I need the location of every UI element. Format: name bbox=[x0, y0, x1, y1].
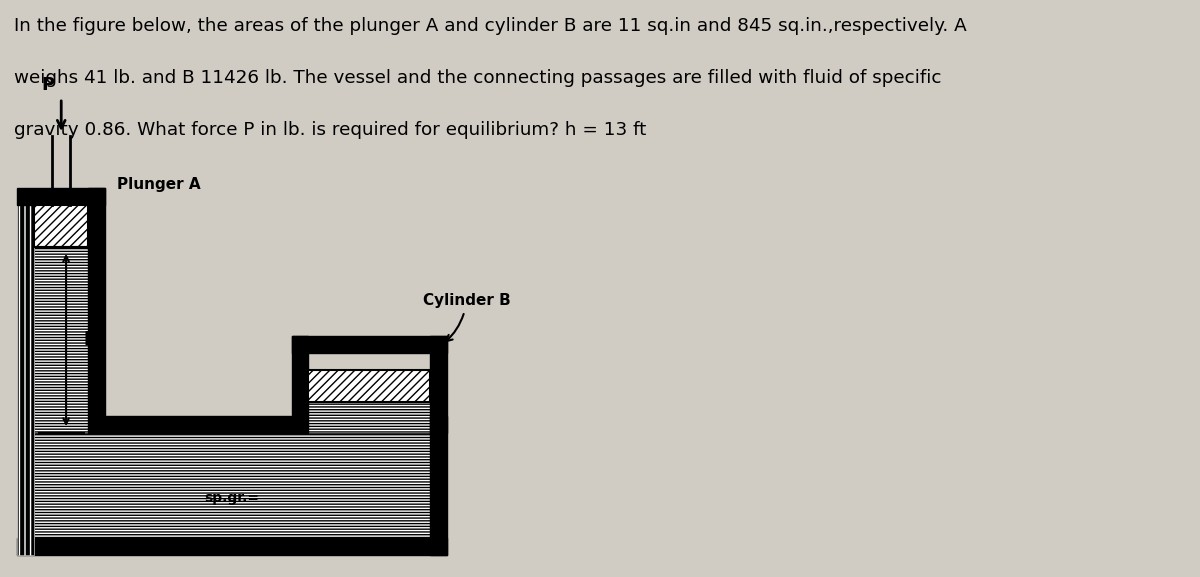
Bar bbox=[34, 247, 89, 433]
Text: weighs 41 lb. and B 11426 lb. The vessel and the connecting passages are filled : weighs 41 lb. and B 11426 lb. The vessel… bbox=[14, 69, 942, 87]
Bar bbox=[18, 188, 34, 555]
Text: Plunger A: Plunger A bbox=[116, 177, 200, 192]
Bar bbox=[308, 370, 431, 433]
Text: P: P bbox=[41, 76, 54, 94]
Bar bbox=[34, 205, 89, 247]
Text: h: h bbox=[84, 331, 96, 349]
Text: sp.gr.=: sp.gr.= bbox=[205, 491, 259, 505]
Bar bbox=[292, 336, 448, 353]
Text: Cylinder B: Cylinder B bbox=[422, 294, 510, 341]
Bar bbox=[89, 188, 104, 433]
Bar bbox=[104, 416, 292, 433]
Bar bbox=[13, 108, 484, 560]
Bar bbox=[34, 433, 431, 538]
Text: gravity 0.86. What force P in lb. is required for equilibrium? h = 13 ft: gravity 0.86. What force P in lb. is req… bbox=[14, 121, 647, 139]
Bar bbox=[18, 188, 104, 205]
Bar bbox=[431, 336, 448, 433]
Bar bbox=[431, 416, 448, 555]
Bar bbox=[18, 538, 448, 555]
Text: In the figure below, the areas of the plunger A and cylinder B are 11 sq.in and : In the figure below, the areas of the pl… bbox=[14, 17, 967, 35]
Bar bbox=[292, 336, 308, 433]
Bar bbox=[308, 370, 431, 402]
